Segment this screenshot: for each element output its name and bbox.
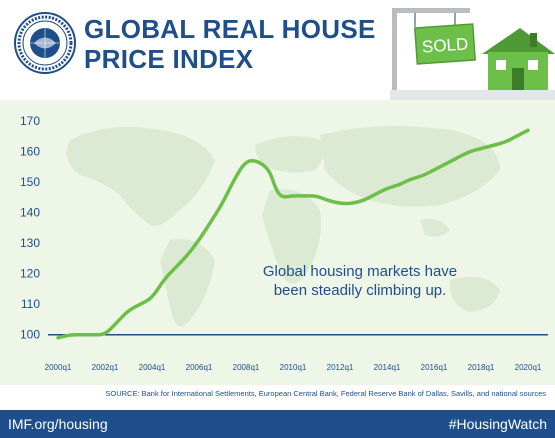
y-tick-label-2: 120 [20,267,40,281]
x-tick-label-1: 2002q1 [92,363,119,372]
annotation-line-2: been steadily climbing up. [273,282,447,299]
x-tick-label-3: 2006q1 [186,363,213,372]
x-tick-label-0: 2000q1 [45,363,72,372]
imf-seal-logo [14,12,76,74]
page-title: GLOBAL REAL HOUSE PRICE INDEX [84,14,376,74]
y-tick-label-6: 160 [20,145,40,159]
title-line-2: PRICE INDEX [84,44,254,74]
chart-annotation: Global housing markets have been steadil… [250,262,470,300]
x-tick-label-8: 2016q1 [421,363,448,372]
annotation-line-1: Global housing markets have [262,263,458,280]
chart-area: 100 110 120 130 140 150 160 170 2000q1 2002q1 2004… [0,100,555,385]
y-tick-label-7: 170 [20,114,40,128]
house-for-sale-illustration: SOLD [390,0,555,100]
header: GLOBAL REAL HOUSE PRICE INDEX SOLD [0,0,555,100]
x-tick-label-4: 2008q1 [233,363,260,372]
y-tick-label-4: 140 [20,206,40,220]
x-tick-label-9: 2018q1 [468,363,495,372]
world-map-background [66,126,500,327]
series-line-0 [56,128,530,340]
y-tick-label-3: 130 [20,236,40,250]
house-price-chart: 100 110 120 130 140 150 160 170 2000q1 2002q1 2004… [20,114,548,372]
footer-link-imf-housing[interactable]: IMF.org/housing [8,416,108,432]
x-tick-label-6: 2012q1 [327,363,354,372]
sold-sign-text: SOLD [421,34,469,56]
y-tick-label-1: 110 [21,297,40,311]
footer-bar: IMF.org/housing #HousingWatch [0,410,555,438]
x-tick-label-2: 2004q1 [139,363,166,372]
x-tick-label-10: 2020q1 [515,363,542,372]
source-note: SOURCE: Bank for International Settlemen… [105,389,546,398]
y-tick-label-5: 150 [20,175,40,189]
x-tick-label-7: 2014q1 [374,363,401,372]
title-line-1: GLOBAL REAL HOUSE [84,14,376,44]
x-tick-label-5: 2010q1 [280,363,307,372]
footer-hashtag: #HousingWatch [448,416,547,432]
y-tick-label-0: 100 [20,328,40,342]
